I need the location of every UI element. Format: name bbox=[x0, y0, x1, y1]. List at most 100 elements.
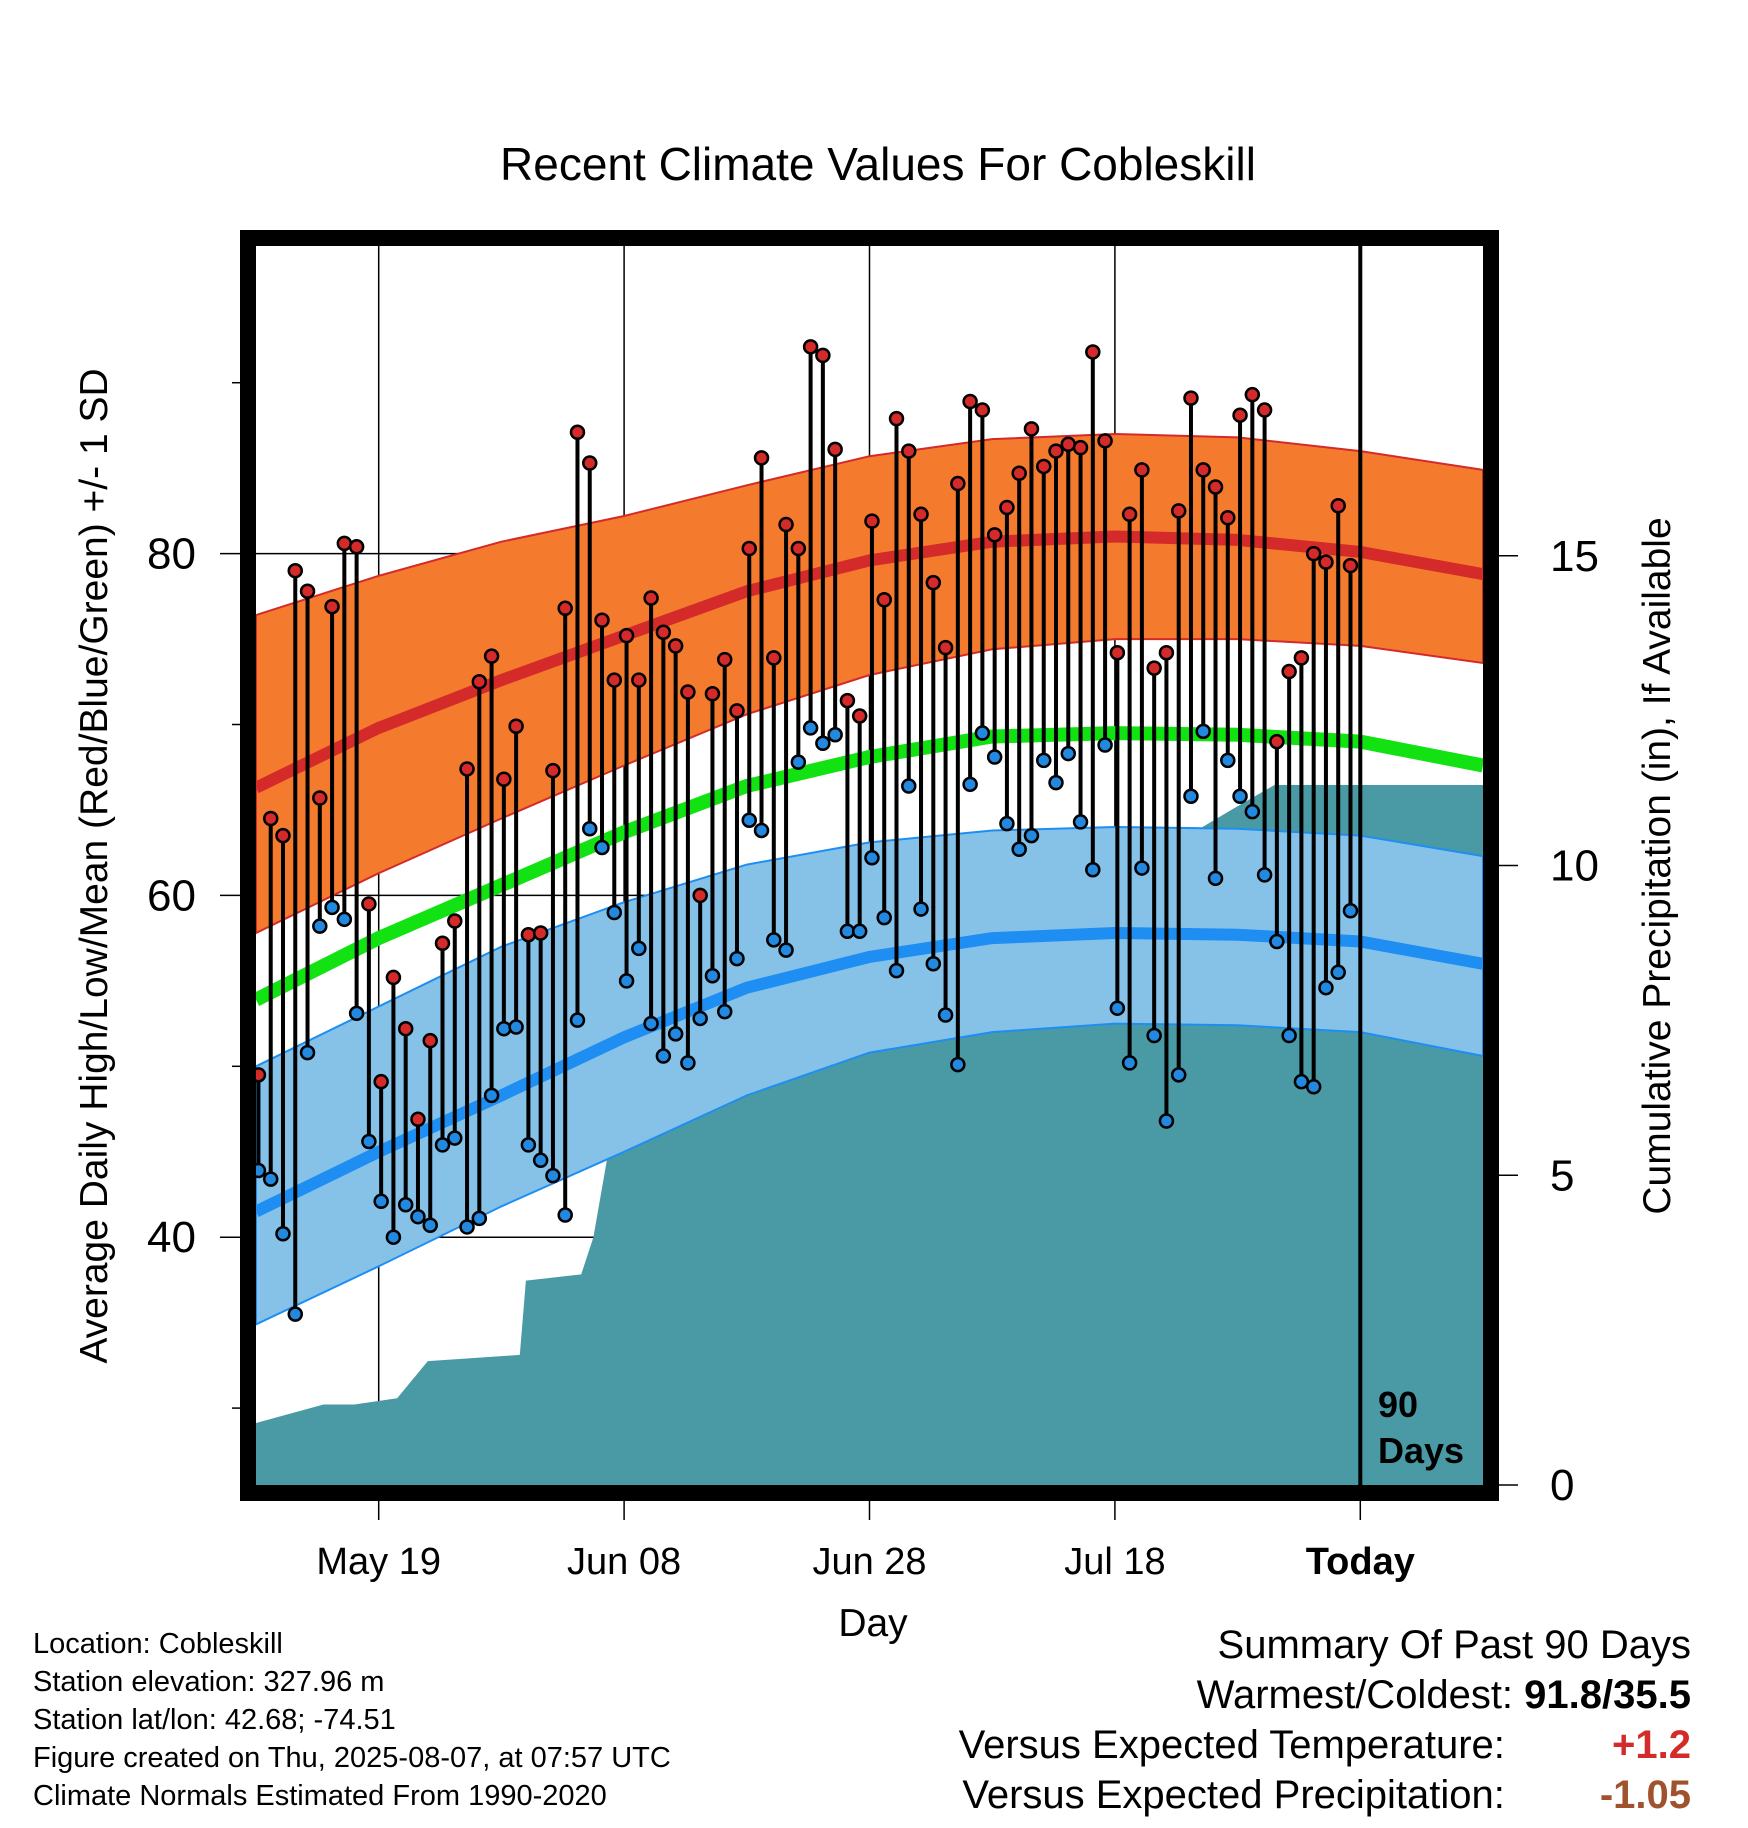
daily-low-point bbox=[950, 1056, 966, 1073]
daily-high-point bbox=[1072, 439, 1089, 456]
daily-low-point bbox=[385, 1229, 402, 1245]
daily-high-point bbox=[1183, 390, 1199, 406]
daily-low-point bbox=[1035, 752, 1052, 769]
daily-high-point bbox=[790, 540, 807, 557]
daily-high-point bbox=[864, 513, 880, 529]
daily-low-point bbox=[1207, 870, 1224, 887]
daily-high-point bbox=[631, 672, 647, 688]
daily-high-point bbox=[520, 926, 537, 943]
daily-high-point bbox=[1232, 407, 1248, 423]
daily-low-point bbox=[520, 1137, 537, 1153]
summary-precip-value: -1.05 bbox=[1599, 1773, 1691, 1817]
daily-high-point bbox=[385, 969, 402, 986]
daily-low-point bbox=[545, 1167, 561, 1184]
precip-tick-label: 10 bbox=[1550, 842, 1599, 891]
daily-high-point bbox=[287, 562, 304, 579]
info-latlon: Station lat/lon: 42.68; -74.51 bbox=[33, 1704, 396, 1736]
daily-high-point bbox=[557, 600, 573, 617]
daily-low-point bbox=[532, 1152, 549, 1169]
daily-low-point bbox=[974, 725, 991, 741]
summary-precip-row: Versus Expected Precipitation: -1.05 bbox=[959, 1770, 1691, 1820]
axes: 40 60 80 0 5 10 15 May 19 Jun 08 Jun 28 Jul 18 Toda… bbox=[147, 230, 1599, 1583]
daily-low-point bbox=[422, 1217, 438, 1233]
daily-low-point bbox=[1072, 814, 1089, 830]
daily-high-point bbox=[1330, 498, 1346, 514]
daily-low-point bbox=[1342, 903, 1359, 919]
daily-high-point bbox=[459, 761, 475, 777]
daily-high-point bbox=[1048, 443, 1064, 459]
daily-high-point bbox=[643, 590, 659, 606]
precip-tick-label: 0 bbox=[1550, 1461, 1574, 1510]
daily-low-point bbox=[508, 1019, 524, 1035]
daily-low-point bbox=[361, 1133, 377, 1150]
daily-low-point bbox=[1060, 745, 1077, 762]
daily-high-point bbox=[753, 450, 770, 466]
daily-high-point bbox=[1134, 462, 1150, 478]
daily-high-point bbox=[1170, 503, 1187, 519]
daily-high-point bbox=[741, 540, 758, 557]
daily-low-point bbox=[766, 932, 782, 948]
summary-heading: Summary Of Past 90 Days bbox=[1217, 1623, 1691, 1667]
summary-warm-cold-value: 91.8/35.5 bbox=[1524, 1673, 1691, 1717]
daily-high-point bbox=[1244, 386, 1261, 403]
daily-high-point bbox=[925, 574, 942, 591]
daily-high-point bbox=[275, 827, 291, 844]
summary-warm-cold-label: Warmest/Coldest: bbox=[1196, 1673, 1514, 1717]
daily-low-point bbox=[1011, 841, 1027, 858]
daily-low-point bbox=[410, 1208, 426, 1225]
daily-low-point bbox=[581, 821, 598, 837]
daily-low-point bbox=[864, 850, 880, 866]
y-tick-label: 60 bbox=[147, 871, 196, 920]
daily-low-point bbox=[815, 735, 831, 752]
daily-high-point bbox=[1158, 644, 1175, 661]
daily-low-point bbox=[312, 918, 328, 934]
daily-low-point bbox=[716, 1003, 733, 1020]
daily-low-point bbox=[287, 1306, 304, 1322]
daily-low-point bbox=[496, 1020, 512, 1037]
daily-low-point bbox=[986, 749, 1003, 765]
daily-low-point bbox=[888, 962, 905, 979]
daily-high-point bbox=[999, 499, 1015, 516]
daily-low-point bbox=[827, 727, 843, 743]
info-location: Location: Cobleskill bbox=[33, 1628, 283, 1660]
daily-high-point bbox=[1195, 462, 1211, 478]
daily-high-point bbox=[1085, 344, 1101, 360]
info-normals: Climate Normals Estimated From 1990-2020 bbox=[33, 1780, 607, 1812]
daily-high-point bbox=[324, 598, 340, 615]
daily-high-point bbox=[1109, 644, 1126, 661]
daily-low-point bbox=[1256, 867, 1273, 883]
info-elevation: Station elevation: 327.96 m bbox=[33, 1666, 385, 1698]
daily-high-point bbox=[508, 718, 524, 734]
daily-high-point bbox=[1035, 458, 1052, 475]
plot-frame bbox=[240, 230, 1499, 1501]
daily-high-point bbox=[1097, 433, 1113, 449]
daily-low-point bbox=[1220, 752, 1236, 769]
daily-low-point bbox=[373, 1193, 389, 1210]
daily-high-point bbox=[545, 762, 561, 779]
daily-high-point bbox=[1146, 660, 1162, 676]
daily-high-point bbox=[1207, 479, 1224, 495]
daily-high-point bbox=[422, 1032, 438, 1049]
daily-low-point bbox=[618, 973, 635, 989]
daily-high-point bbox=[1220, 509, 1236, 526]
daily-low-point bbox=[324, 899, 340, 916]
daily-low-point bbox=[729, 950, 745, 967]
daily-high-point bbox=[373, 1073, 389, 1090]
daily-high-point bbox=[434, 935, 451, 952]
daily-high-point bbox=[1293, 650, 1310, 666]
daily-high-point bbox=[1305, 545, 1322, 562]
chart-title: Recent Climate Values For Cobleskill bbox=[500, 138, 1256, 190]
daily-low-point bbox=[802, 720, 819, 736]
daily-high-point bbox=[410, 1111, 426, 1128]
daily-low-point bbox=[262, 1171, 279, 1187]
summary-temp-value: +1.2 bbox=[1612, 1723, 1691, 1767]
daily-high-point bbox=[692, 887, 708, 904]
daily-low-point bbox=[459, 1219, 475, 1235]
daily-low-point bbox=[1305, 1079, 1322, 1095]
x-tick-label: Jul 18 bbox=[1064, 1541, 1165, 1583]
daily-high-point bbox=[766, 650, 782, 666]
daily-high-point bbox=[299, 583, 316, 599]
daily-high-point bbox=[1318, 554, 1334, 570]
daily-low-point bbox=[999, 815, 1015, 832]
daily-high-point bbox=[397, 1020, 414, 1037]
